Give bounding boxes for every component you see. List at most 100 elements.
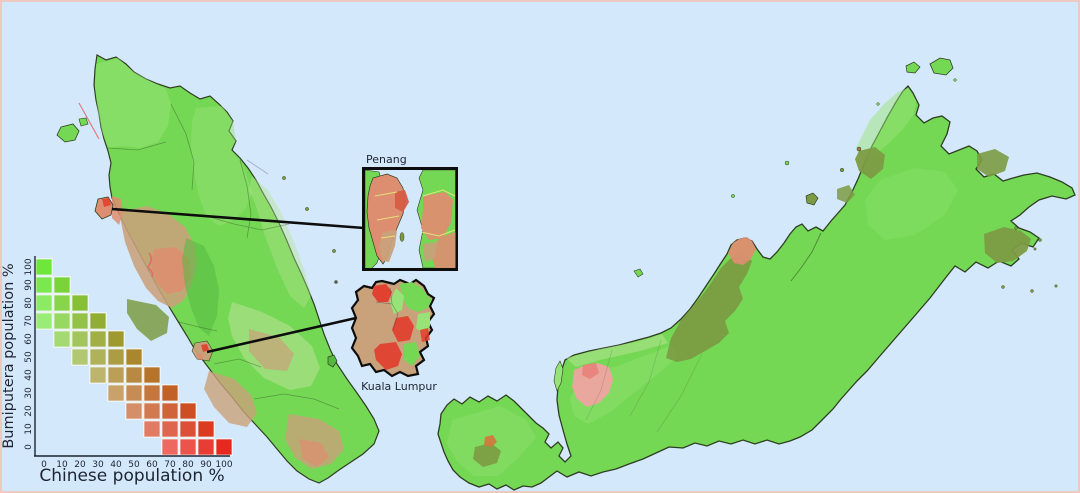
- legend-cell: [89, 348, 107, 366]
- district-patch: [420, 328, 430, 342]
- legend-cell: [215, 438, 233, 456]
- small-island: [78, 117, 89, 127]
- east-malaysia-borneo: [437, 84, 1076, 491]
- legend-cell: [161, 420, 179, 438]
- legend-cell: [125, 348, 143, 366]
- x-tick-label: 80: [182, 460, 194, 470]
- bruit-island: [553, 360, 564, 392]
- legend-y-axis-label: Bumiputera population %: [1, 263, 17, 448]
- small-island: [1054, 284, 1058, 288]
- district-patch: [404, 342, 420, 366]
- small-island: [332, 249, 336, 253]
- district-patch: [431, 232, 456, 268]
- kuala-lumpur-connector-line: [206, 316, 357, 354]
- small-island: [305, 207, 309, 211]
- division-borders: [585, 339, 703, 433]
- small-island: [731, 194, 735, 198]
- y-tick-label: 90: [24, 279, 34, 291]
- x-tick-label: 70: [164, 460, 176, 470]
- legend-cell: [71, 330, 89, 348]
- penang-connector-line: [111, 207, 365, 230]
- district-patch: [473, 443, 501, 467]
- district-patch: [196, 353, 204, 360]
- x-tick-label: 50: [128, 460, 140, 470]
- district-boundary-red: [146, 252, 154, 278]
- y-tick-label: 100: [24, 258, 34, 275]
- district-patch: [400, 282, 432, 312]
- district-patch: [856, 88, 916, 160]
- gray-leader-line: [246, 159, 269, 175]
- district-patch: [151, 247, 191, 294]
- district-boundaries-yellow: [374, 191, 400, 239]
- x-tick-label: 0: [41, 460, 47, 470]
- sarawak-sabah-border: [790, 232, 822, 282]
- legend-cell: [107, 330, 125, 348]
- legend-cell: [197, 438, 215, 456]
- x-tick-label: 10: [56, 460, 68, 470]
- penang-inset-label: Penang: [366, 153, 407, 166]
- district-patch: [865, 168, 958, 240]
- x-tick-label: 30: [92, 460, 104, 470]
- legend-cell: [197, 420, 215, 438]
- y-tick-label: 40: [24, 369, 34, 381]
- y-tick-label: 0: [24, 444, 34, 450]
- y-tick-label: 60: [24, 333, 34, 345]
- legend-cell: [71, 348, 89, 366]
- district-patch: [423, 242, 437, 262]
- district-patch: [182, 238, 219, 336]
- district-patch: [855, 147, 885, 179]
- kuala-lumpur-inset-districts: [372, 282, 432, 370]
- state-borders: [107, 103, 340, 410]
- legend-cell: [179, 402, 197, 420]
- district-patch: [201, 344, 209, 352]
- legend-x-axis-label: Chinese population %: [39, 466, 224, 486]
- y-tick-label: 20: [24, 405, 34, 417]
- legend-cell: [53, 276, 71, 294]
- kuala-lumpur-inset-label: Kuala Lumpur: [361, 380, 437, 393]
- legend-cell: [179, 420, 197, 438]
- district-patch: [392, 316, 414, 342]
- legend-cell: [143, 402, 161, 420]
- legend-cell: [35, 258, 53, 276]
- small-island: [876, 102, 880, 106]
- legend-cells: [35, 258, 233, 456]
- penang-island-red-district: [102, 198, 111, 207]
- langkawi-island: [56, 123, 80, 143]
- legend-cell: [125, 366, 143, 384]
- small-island: [1001, 285, 1005, 289]
- legend-cell: [71, 294, 89, 312]
- legend-cell: [35, 312, 53, 330]
- tioman-island: [327, 354, 338, 368]
- legend-cell: [143, 420, 161, 438]
- small-island: [905, 61, 921, 74]
- legend-cell: [161, 402, 179, 420]
- red-boundary-line: [78, 102, 100, 140]
- legend-cell: [89, 312, 107, 330]
- district-patch: [666, 254, 752, 362]
- x-tick-label: 40: [110, 460, 122, 470]
- district-patch: [977, 149, 1009, 177]
- y-tick-label: 30: [24, 387, 34, 399]
- district-patch: [728, 237, 756, 265]
- small-island: [784, 160, 790, 166]
- x-tick-label: 60: [146, 460, 158, 470]
- islands: [56, 57, 1058, 392]
- y-tick-label: 50: [24, 351, 34, 363]
- kuala-lumpur-map-location: [191, 340, 214, 362]
- legend-cell: [107, 348, 125, 366]
- borneo-districts: [447, 88, 1031, 476]
- district-patch: [372, 284, 392, 302]
- district-patch: [395, 190, 409, 212]
- district-patch: [285, 414, 344, 469]
- penang-inset: Penang: [111, 153, 458, 271]
- labuan-island: [805, 192, 819, 206]
- banggi-island: [929, 57, 954, 76]
- legend-cell: [125, 384, 143, 402]
- district-patch: [582, 363, 599, 379]
- district-patch: [191, 106, 252, 226]
- legend-cell: [179, 438, 197, 456]
- legend-cell: [143, 366, 161, 384]
- district-patch: [837, 185, 855, 203]
- small-island: [1033, 247, 1037, 251]
